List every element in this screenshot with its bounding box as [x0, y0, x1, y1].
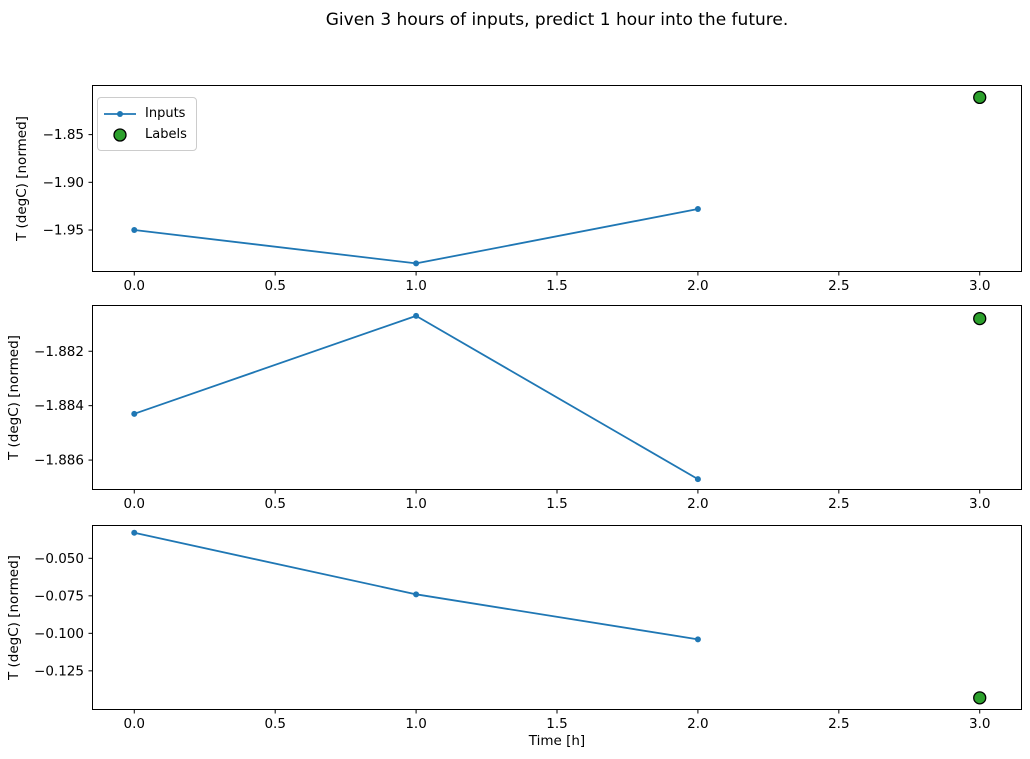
x-tick-label: 0.0 — [124, 496, 145, 512]
legend: Inputs Labels — [97, 97, 197, 151]
x-tick-label: 2.0 — [687, 496, 708, 512]
label-point — [973, 311, 987, 326]
x-tick-label: 3.0 — [969, 716, 990, 732]
x-tick-label: 0.5 — [264, 496, 285, 512]
inputs-line — [134, 531, 699, 641]
figure-title: Given 3 hours of inputs, predict 1 hour … — [325, 10, 789, 30]
x-tick-label: 2.0 — [687, 716, 708, 732]
labels-circle-icon — [113, 127, 127, 142]
x-tick-label: 2.5 — [828, 496, 849, 512]
legend-item-labels: Labels — [103, 124, 187, 145]
input-point — [413, 312, 420, 319]
legend-label-labels: Labels — [145, 127, 187, 142]
legend-inputs-point — [117, 110, 123, 117]
label-point — [973, 691, 987, 705]
input-point — [131, 410, 138, 417]
x-tick-label: 1.5 — [546, 496, 567, 512]
x-tick-label: 0.5 — [264, 716, 285, 732]
x-tick-label: 1.5 — [546, 716, 567, 732]
y-tick-label: −1.882 — [34, 344, 84, 360]
y-tick-label: −1.95 — [43, 223, 84, 239]
subplot-2-axes: 0.0 0.5 1.0 1.5 2.0 2.5 3.0 −1.882 −1.884 −1.886 — [34, 305, 1022, 512]
input-point — [694, 206, 701, 213]
input-point — [413, 591, 420, 598]
y-axis-label-subplot-2: T (degC) [normed] — [6, 335, 22, 460]
y-axis-label-subplot-3: T (degC) [normed] — [6, 555, 22, 680]
x-tick-label: 3.0 — [969, 496, 990, 512]
x-tick-label: 2.0 — [687, 278, 708, 294]
label-point — [973, 90, 987, 105]
x-tick-label: 2.5 — [828, 278, 849, 294]
x-tick-label: 1.0 — [405, 496, 426, 512]
inputs-line-icon — [104, 110, 136, 117]
input-point — [694, 476, 701, 483]
x-tick-label: 0.0 — [124, 278, 145, 294]
y-tick-label: −1.90 — [43, 175, 84, 191]
y-axis-label-subplot-1: T (degC) [normed] — [14, 116, 30, 241]
input-point — [131, 227, 138, 234]
inputs-line — [133, 314, 699, 480]
x-tick-label: 0.5 — [264, 278, 285, 294]
x-tick-label: 1.5 — [546, 278, 567, 294]
input-point — [413, 260, 420, 267]
axes-spines — [92, 305, 1022, 490]
y-tick-label: −0.100 — [34, 626, 84, 642]
y-tick-label: −1.884 — [34, 398, 84, 414]
inputs-line — [134, 208, 699, 265]
x-tick-label: 2.5 — [828, 716, 849, 732]
input-point — [694, 636, 701, 643]
subplot-1-axes: 0.0 0.5 1.0 1.5 2.0 2.5 3.0 −1.85 −1.90 −1.95 — [43, 85, 1022, 294]
x-tick-label: 3.0 — [969, 278, 990, 294]
legend-label-inputs: Inputs — [145, 106, 186, 121]
x-tick-label: 1.0 — [405, 278, 426, 294]
subplot-3-axes: 0.0 0.5 1.0 1.5 2.0 2.5 3.0 −0.050 −0.075 −0.100 −… — [34, 525, 1022, 732]
input-point — [131, 529, 138, 536]
x-tick-label: 1.0 — [405, 716, 426, 732]
x-tick-label: 0.0 — [124, 716, 145, 732]
y-tick-label: −1.886 — [34, 453, 84, 469]
x-axis-label: Time [h] — [528, 733, 586, 749]
legend-item-inputs: Inputs — [103, 103, 187, 124]
y-tick-label: −0.050 — [34, 551, 84, 567]
axes-spines — [92, 525, 1022, 710]
y-tick-label: −0.075 — [34, 588, 84, 604]
y-tick-label: −0.125 — [34, 663, 84, 679]
axes-spines — [92, 85, 1022, 272]
y-tick-label: −1.85 — [43, 127, 84, 143]
legend-labels-point — [113, 127, 127, 142]
